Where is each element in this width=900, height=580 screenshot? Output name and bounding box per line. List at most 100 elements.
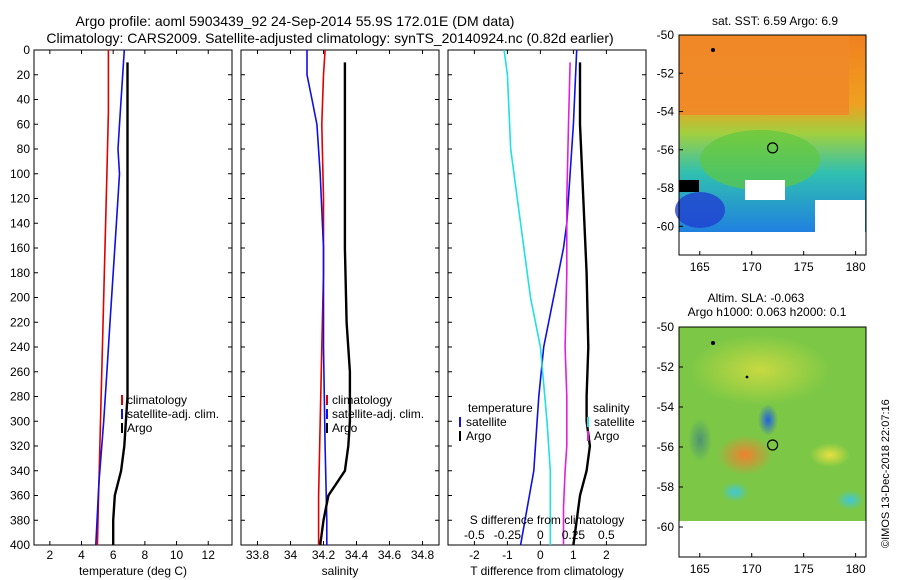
series-line-1-2 [319, 62, 352, 546]
x-tick-label-1: 34.6 [378, 548, 402, 562]
sla-island-2 [745, 375, 749, 379]
y-tick-label: 400 [10, 538, 30, 552]
sla-warm-eddy [717, 435, 773, 475]
series-line-1-1 [306, 50, 328, 545]
series-line-2-3 [562, 62, 571, 545]
x2-tick-label: 0 [537, 528, 544, 542]
series-line-0-1 [95, 49, 126, 546]
x-tick-label-0: 12 [202, 548, 216, 562]
series-line-0-0 [96, 50, 110, 546]
legend-salinity-label-1: Argo [594, 429, 620, 443]
y-tick-label: 160 [10, 241, 30, 255]
y-tick-label: 260 [10, 365, 30, 379]
map-y-tick-label: -58 [657, 181, 675, 195]
y-tick-label: 0 [23, 43, 30, 57]
sla-map-ticks: -50 -52 -54 -56 -58 -60 165 170 175 180 [657, 320, 866, 576]
map-x-tick-label: 175 [794, 260, 814, 274]
temperature-panel: 0 20 40 60 80 100 120 140 160 180 200 220 240 260 280 3… [10, 43, 233, 578]
series-line-2-0 [519, 49, 578, 546]
y-tick-label: 340 [10, 464, 30, 478]
sst-map: sat. SST: 6.59 Argo: 6.9 -50 -52 -54 -56 -58… [657, 14, 867, 274]
sst-land-mask [679, 180, 699, 192]
title-line-2: Climatology: CARS2009. Satellite-adjuste… [46, 30, 613, 46]
map-y-tick-label: -52 [657, 360, 675, 374]
sla-yellow-band [690, 335, 830, 405]
sst-green-region [700, 130, 820, 190]
plot-frame-2 [447, 49, 647, 546]
map-x-tick-label: 170 [742, 562, 762, 576]
salinity-panel: 33.8 34 34.2 34.4 34.6 34.8 salinity climatolog… [240, 49, 440, 578]
map-x-tick-label: 175 [794, 562, 814, 576]
legend-temperature-label-1: Argo [466, 429, 492, 443]
legend-label-0-0: climatology [127, 393, 187, 407]
y-tick-label: 360 [10, 489, 30, 503]
difference-panel: -2 -1 0 1 2 T difference from climatology temp… [447, 49, 647, 578]
x2-tick-label: 0.5 [598, 528, 615, 542]
y-tick-label: 280 [10, 390, 30, 404]
map-y-tick-label: -56 [657, 440, 675, 454]
x2-tick-label: 0.25 [562, 528, 586, 542]
sst-map-border [678, 34, 867, 256]
x-tick-label-2: -1 [502, 548, 513, 562]
y-tick-label: 180 [10, 266, 30, 280]
x-tick-label-2: 0 [537, 548, 544, 562]
map-y-tick-label: -50 [657, 28, 675, 42]
map-y-tick-label: -60 [657, 219, 675, 233]
x2-tick-label: -0.5 [464, 528, 485, 542]
legend-label-1-1: satellite-adj. clim. [332, 407, 424, 421]
y-tick-label: 220 [10, 315, 30, 329]
sla-cyan-eddy [721, 482, 749, 502]
sst-missing-data [745, 180, 785, 200]
y-tick-label: 120 [10, 192, 30, 206]
y-tick-label: 40 [17, 93, 31, 107]
sst-island [711, 48, 715, 52]
sla-cold-eddy [758, 404, 778, 436]
x-axis-label-0: temperature (deg C) [79, 564, 187, 578]
x2-axis-label: S difference from climatology [470, 513, 625, 527]
y-tick-label: 80 [17, 142, 31, 156]
sla-map-border [678, 326, 867, 558]
sla-cyan-eddy-2 [836, 490, 864, 510]
sst-missing-data-2 [815, 200, 865, 232]
sla-map: Altim. SLA: -0.063 Argo h1000: 0.063 h20… [657, 291, 867, 576]
sla-yellow-eddy [810, 443, 850, 467]
series-line-0-2 [111, 62, 129, 545]
y-tick-label: 20 [17, 68, 31, 82]
y-tick-label: 300 [10, 414, 30, 428]
map-y-tick-label: -54 [657, 400, 675, 414]
imos-credit: ©IMOS 13-Dec-2018 22:07:16 [880, 399, 892, 548]
sla-argo-marker [767, 439, 779, 451]
legend-temperature-title: temperature [468, 401, 533, 415]
y-tick-label: 140 [10, 216, 30, 230]
title-line-1: Argo profile: aoml 5903439_92 24-Sep-201… [76, 13, 515, 29]
sst-cold-region [675, 192, 725, 228]
sla-map-title: Altim. SLA: -0.063 [708, 291, 805, 305]
map-y-tick-label: -56 [657, 143, 675, 157]
sla-dark-eddy [688, 418, 712, 462]
x-tick-label-1: 34.8 [411, 548, 435, 562]
x-tick-label-2: 2 [603, 548, 610, 562]
y-tick-label: 200 [10, 291, 30, 305]
legend-label-0-2: Argo [127, 421, 153, 435]
sla-island [711, 341, 715, 345]
x-tick-label-1: 34.2 [312, 548, 336, 562]
map-x-tick-label: 170 [742, 260, 762, 274]
x-axis-label-2: T difference from climatology [470, 564, 624, 578]
sst-warm-region [679, 35, 849, 115]
legend-label-1-2: Argo [332, 421, 358, 435]
x-tick-label-2: -2 [469, 548, 480, 562]
x2-tick-label: -0.25 [494, 528, 522, 542]
y-tick-label: 320 [10, 439, 30, 453]
map-x-tick-label: 165 [690, 260, 710, 274]
legend-temperature-label-0: satellite [466, 415, 507, 429]
legend-salinity-title: salinity [593, 401, 630, 415]
y-tick-label: 60 [17, 117, 31, 131]
x-tick-label-0: 4 [78, 548, 85, 562]
y-tick-label: 240 [10, 340, 30, 354]
sst-map-title: sat. SST: 6.59 Argo: 6.9 [712, 14, 838, 28]
map-x-tick-label: 180 [846, 260, 866, 274]
map-y-tick-label: -50 [657, 320, 675, 334]
plot-frame-1 [240, 49, 440, 546]
legend-label-1-0: climatology [332, 393, 392, 407]
